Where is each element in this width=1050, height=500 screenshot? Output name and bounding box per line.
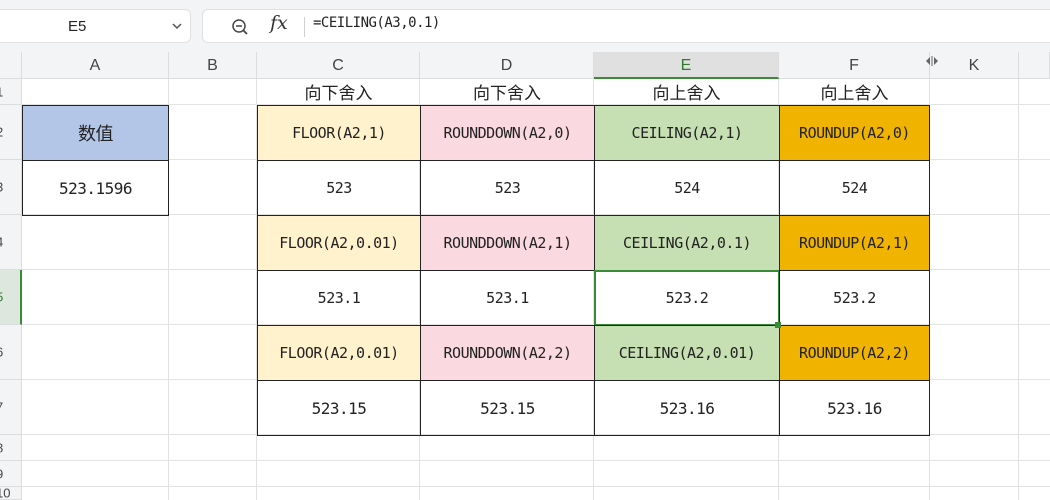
row-header-3[interactable]: 3 bbox=[0, 160, 22, 215]
cell-d7[interactable]: 523.15 bbox=[420, 380, 595, 436]
column-header-c[interactable]: C bbox=[257, 52, 420, 79]
column-header-d[interactable]: D bbox=[420, 52, 594, 79]
column-header-f[interactable]: F bbox=[779, 52, 930, 79]
cell-f7[interactable]: 523.16 bbox=[779, 380, 930, 436]
cell-c1[interactable]: 向下舍入 bbox=[304, 84, 373, 104]
cell-e6[interactable]: CEILING(A2,0.01) bbox=[594, 325, 780, 381]
formula-bar-divider bbox=[304, 17, 305, 37]
cell-e4[interactable]: CEILING(A2,0.1) bbox=[594, 215, 780, 271]
gridline bbox=[419, 79, 420, 500]
name-box-value: E5 bbox=[68, 18, 87, 35]
gridline bbox=[256, 79, 257, 500]
select-all-corner[interactable] bbox=[0, 52, 22, 79]
chevron-down-icon[interactable] bbox=[170, 19, 184, 33]
zoom-icon[interactable] bbox=[230, 17, 250, 37]
row-header-9[interactable]: 9 bbox=[0, 461, 22, 487]
gridline bbox=[22, 486, 1050, 487]
name-box[interactable]: E5 bbox=[0, 9, 191, 43]
cell-e7[interactable]: 523.16 bbox=[594, 380, 780, 436]
gridline bbox=[22, 324, 1050, 325]
gridline bbox=[22, 104, 1050, 105]
cell-c2[interactable]: FLOOR(A2,1) bbox=[257, 105, 421, 161]
cell-f4[interactable]: ROUNDUP(A2,1) bbox=[779, 215, 930, 271]
row-header-4[interactable]: 4 bbox=[0, 215, 22, 270]
formula-input[interactable] bbox=[202, 9, 1050, 43]
row-header-10[interactable]: 10 bbox=[0, 487, 22, 500]
cell-d6[interactable]: ROUNDDOWN(A2,2) bbox=[420, 325, 595, 381]
gridline bbox=[593, 79, 594, 500]
cell-a2[interactable]: 数值 bbox=[22, 105, 169, 161]
cell-e3[interactable]: 524 bbox=[594, 160, 780, 216]
column-header-a[interactable]: A bbox=[22, 52, 169, 79]
cell-a3[interactable]: 523.1596 bbox=[22, 160, 169, 216]
cell-f2[interactable]: ROUNDUP(A2,0) bbox=[779, 105, 930, 161]
cell-d2[interactable]: ROUNDDOWN(A2,0) bbox=[420, 105, 595, 161]
formula-text: =CEILING(A3,0.1) bbox=[313, 15, 440, 31]
gridline bbox=[22, 214, 1050, 215]
cell-f5[interactable]: 523.2 bbox=[779, 270, 930, 326]
cell-c7[interactable]: 523.15 bbox=[257, 380, 421, 436]
gridline bbox=[22, 434, 1050, 435]
cell-c5[interactable]: 523.1 bbox=[257, 270, 421, 326]
row-header-8[interactable]: 8 bbox=[0, 435, 22, 461]
cell-d4[interactable]: ROUNDDOWN(A2,1) bbox=[420, 215, 595, 271]
cell-f3[interactable]: 524 bbox=[779, 160, 930, 216]
cell-e5-selected[interactable]: 523.2 bbox=[594, 270, 780, 326]
row-header-2[interactable]: 2 bbox=[0, 105, 22, 160]
row-header-7[interactable]: 7 bbox=[0, 380, 22, 435]
cell-f6[interactable]: ROUNDUP(A2,2) bbox=[779, 325, 930, 381]
cell-c4[interactable]: FLOOR(A2,0.01) bbox=[257, 215, 421, 271]
hidden-columns-icon[interactable] bbox=[924, 56, 940, 66]
cell-e2[interactable]: CEILING(A2,1) bbox=[594, 105, 780, 161]
fill-handle[interactable] bbox=[775, 322, 781, 328]
column-header-next[interactable] bbox=[1019, 52, 1050, 79]
formula-bar: E5 fx =CEILING(A3,0.1) bbox=[0, 0, 1050, 53]
row-header-6[interactable]: 6 bbox=[0, 325, 22, 380]
column-header-e[interactable]: E bbox=[594, 52, 779, 79]
row-header-5[interactable]: 5 bbox=[0, 270, 22, 325]
fx-icon[interactable]: fx bbox=[270, 12, 288, 34]
cell-c3[interactable]: 523 bbox=[257, 160, 421, 216]
cell-d5[interactable]: 523.1 bbox=[420, 270, 595, 326]
cell-d1[interactable]: 向下舍入 bbox=[473, 84, 541, 104]
cell-c6[interactable]: FLOOR(A2,0.01) bbox=[257, 325, 421, 381]
cell-e1[interactable]: 向上舍入 bbox=[652, 84, 721, 104]
spreadsheet-grid: A B C D E F K 1 2 3 4 5 6 7 8 9 10 向下舍入 … bbox=[0, 52, 1050, 500]
column-header-b[interactable]: B bbox=[169, 52, 257, 79]
row-header-1[interactable]: 1 bbox=[0, 79, 22, 105]
cell-f1[interactable]: 向上舍入 bbox=[820, 84, 889, 104]
gridline bbox=[1018, 79, 1019, 500]
cell-d3[interactable]: 523 bbox=[420, 160, 595, 216]
gridline bbox=[22, 460, 1050, 461]
gridline bbox=[168, 79, 169, 500]
column-header-k[interactable]: K bbox=[930, 52, 1019, 79]
